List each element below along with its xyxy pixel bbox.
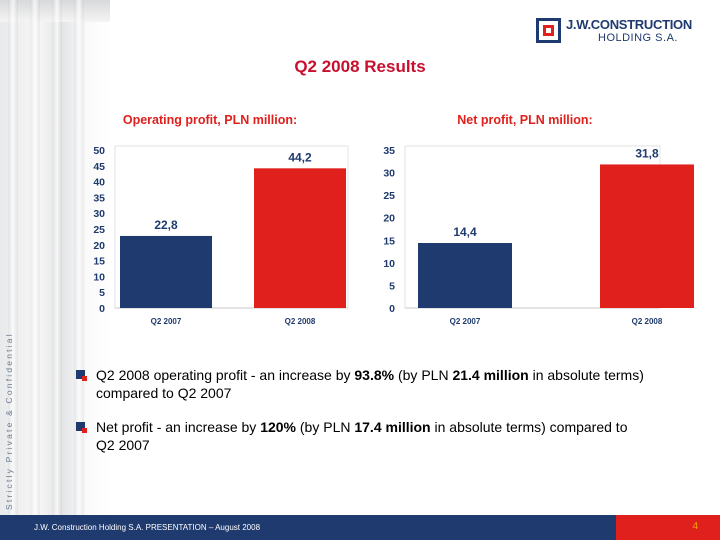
bullet-square-icon [76, 422, 87, 433]
bar [600, 164, 694, 308]
y-tick-label: 45 [93, 161, 105, 173]
y-tick-label: 5 [389, 280, 395, 292]
x-tick-label: Q2 2008 [285, 317, 316, 326]
logo-mark-icon [536, 18, 561, 43]
y-tick-label: 35 [93, 192, 105, 204]
pillar-background [0, 0, 110, 515]
key-points: Q2 2008 operating profit - an increase b… [76, 366, 646, 470]
bar [418, 242, 512, 308]
operating-profit-chart: Operating profit, PLN million: 0 5 10 15 20 2… [60, 108, 360, 338]
footer-bar: J.W. Construction Holding S.A. PRESENTAT… [0, 515, 720, 540]
bullet-square-icon [76, 370, 87, 381]
net-profit-chart: Net profit, PLN million: 0 5 10 15 20 25 30 35 1… [380, 108, 694, 338]
y-tick-label: 35 [383, 145, 395, 157]
y-tick-label: 10 [383, 258, 395, 270]
y-tick-label: 5 [99, 287, 105, 299]
x-tick-label: Q2 2007 [450, 317, 481, 326]
data-label: 14,4 [453, 225, 477, 239]
company-logo: J.W.CONSTRUCTION HOLDING S.A. [536, 16, 706, 46]
data-label: 44,2 [288, 150, 312, 164]
bar [120, 235, 212, 308]
y-tick-label: 25 [93, 224, 105, 236]
y-tick-label: 15 [383, 235, 395, 247]
y-tick-label: 30 [383, 168, 395, 180]
bullet-operating-profit: Q2 2008 operating profit - an increase b… [76, 366, 646, 402]
chart-title: Net profit, PLN million: [457, 113, 593, 127]
data-label: 31,8 [635, 146, 659, 160]
operating-profit-plot: 0 5 10 15 20 25 30 35 40 45 50 22,8 Q2 2007 44,2 Q2 20… [93, 145, 349, 326]
y-tick-label: 25 [383, 190, 395, 202]
y-tick-label: 10 [93, 271, 105, 283]
chart-title: Operating profit, PLN million: [122, 113, 298, 127]
slide-title: Q2 2008 Results [294, 57, 426, 76]
logo-name: J.W.CONSTRUCTION [566, 17, 692, 32]
y-tick-label: 40 [93, 177, 105, 189]
data-label: 22,8 [154, 218, 178, 232]
x-tick-label: Q2 2007 [151, 317, 182, 326]
y-tick-label: 30 [93, 208, 105, 220]
y-tick-label: 20 [383, 213, 395, 225]
bar [254, 168, 346, 308]
page-number: 4 [692, 521, 698, 532]
footer-accent [616, 515, 720, 540]
confidentiality-note: Strictly Private & Confidential [4, 332, 14, 510]
logo-subname: HOLDING S.A. [598, 32, 678, 44]
bullet-net-profit: Net profit - an increase by 120% (by PLN… [76, 418, 646, 454]
y-tick-label: 0 [389, 303, 395, 315]
y-tick-label: 0 [99, 303, 105, 315]
x-tick-label: Q2 2008 [632, 317, 663, 326]
footer-text: J.W. Construction Holding S.A. PRESENTAT… [34, 523, 261, 532]
y-tick-label: 50 [93, 145, 105, 157]
y-tick-label: 15 [93, 256, 105, 268]
y-tick-label: 20 [93, 240, 105, 252]
net-profit-plot: 0 5 10 15 20 25 30 35 14,4 Q2 2007 31,8 Q2 2008 [383, 145, 694, 326]
